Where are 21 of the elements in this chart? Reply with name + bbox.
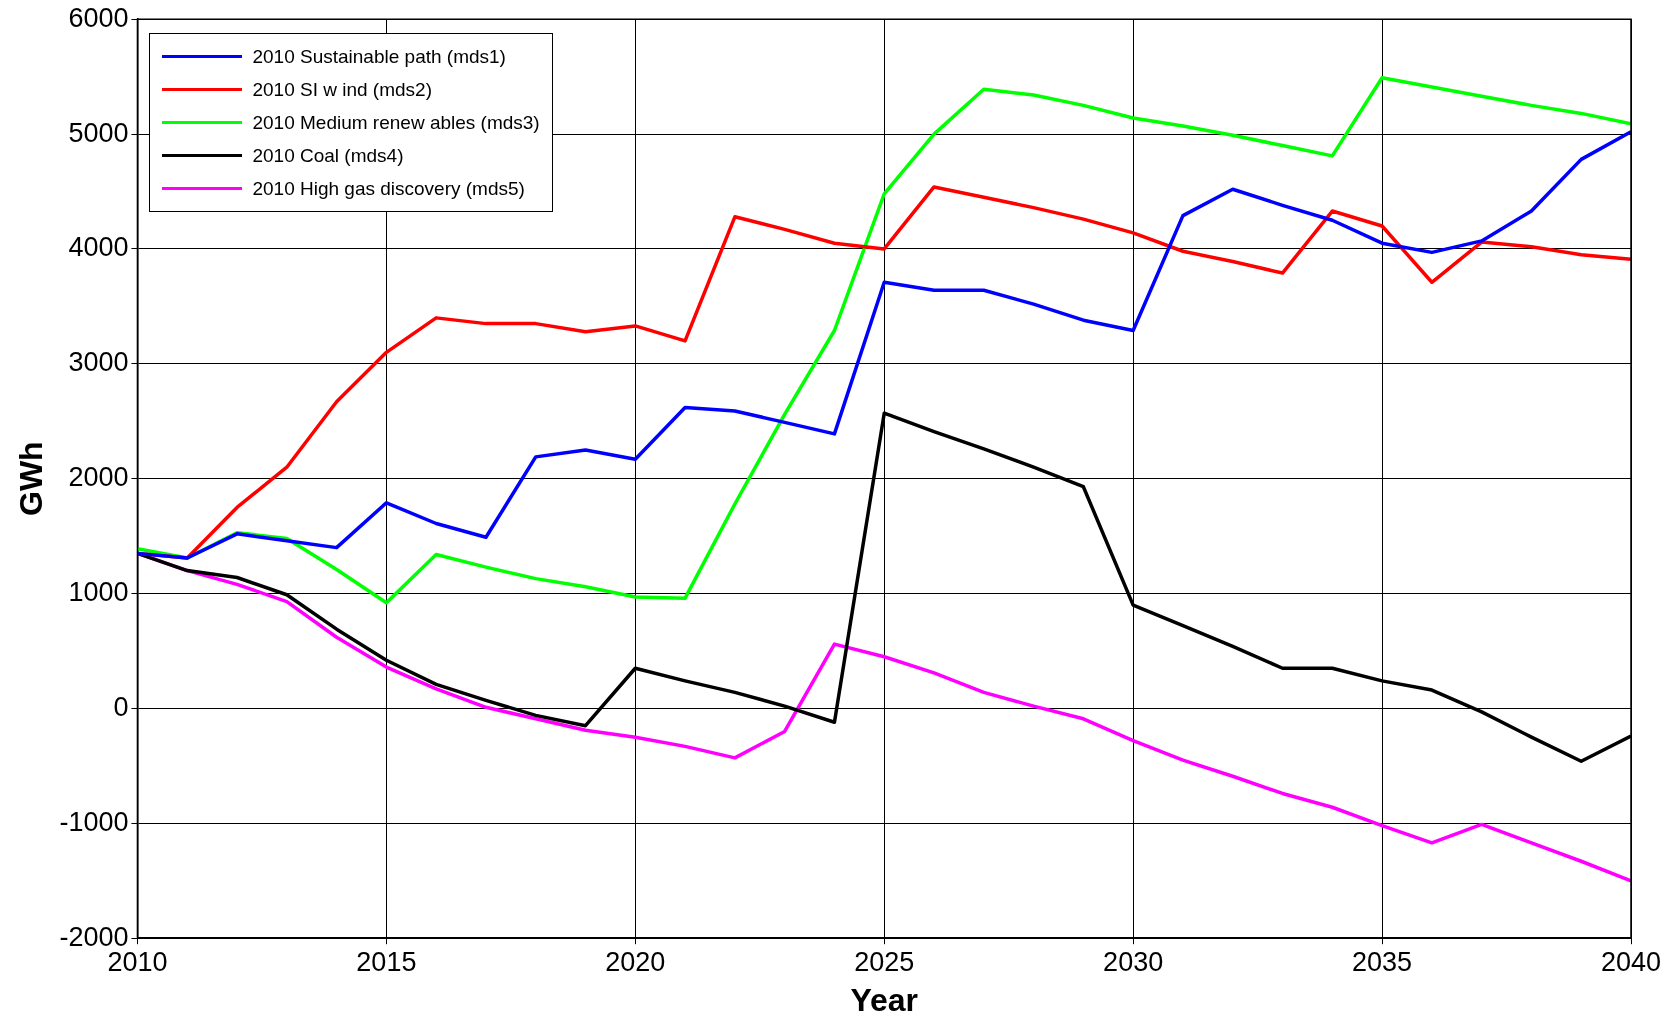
legend-label: 2010 Sustainable path (mds1) bbox=[252, 45, 506, 68]
y-tick-label: 6000 bbox=[68, 2, 129, 33]
y-tick-label: -1000 bbox=[59, 806, 129, 837]
y-tick-label: 4000 bbox=[68, 232, 129, 263]
y-tick-label: 5000 bbox=[68, 117, 129, 148]
x-tick-label: 2020 bbox=[605, 946, 666, 977]
legend-label: 2010 SI w ind (mds2) bbox=[252, 78, 432, 101]
y-tick-label: 2000 bbox=[68, 462, 129, 493]
legend-label: 2010 Coal (mds4) bbox=[252, 144, 404, 167]
x-tick-label: 2035 bbox=[1352, 946, 1413, 977]
y-tick-label: 3000 bbox=[68, 347, 129, 378]
x-tick-label: 2030 bbox=[1103, 946, 1164, 977]
y-axis-title: GWh bbox=[13, 441, 50, 517]
y-tick-label: 1000 bbox=[68, 577, 129, 608]
y-tick-label: 0 bbox=[113, 691, 129, 722]
legend-label: 2010 Medium renew ables (mds3) bbox=[252, 111, 540, 134]
x-tick-label: 2040 bbox=[1600, 946, 1662, 977]
x-tick-label: 2025 bbox=[854, 946, 915, 977]
x-axis-title: Year bbox=[850, 981, 919, 1018]
legend-label: 2010 High gas discovery (mds5) bbox=[252, 177, 525, 200]
x-tick-label: 2015 bbox=[356, 946, 417, 977]
